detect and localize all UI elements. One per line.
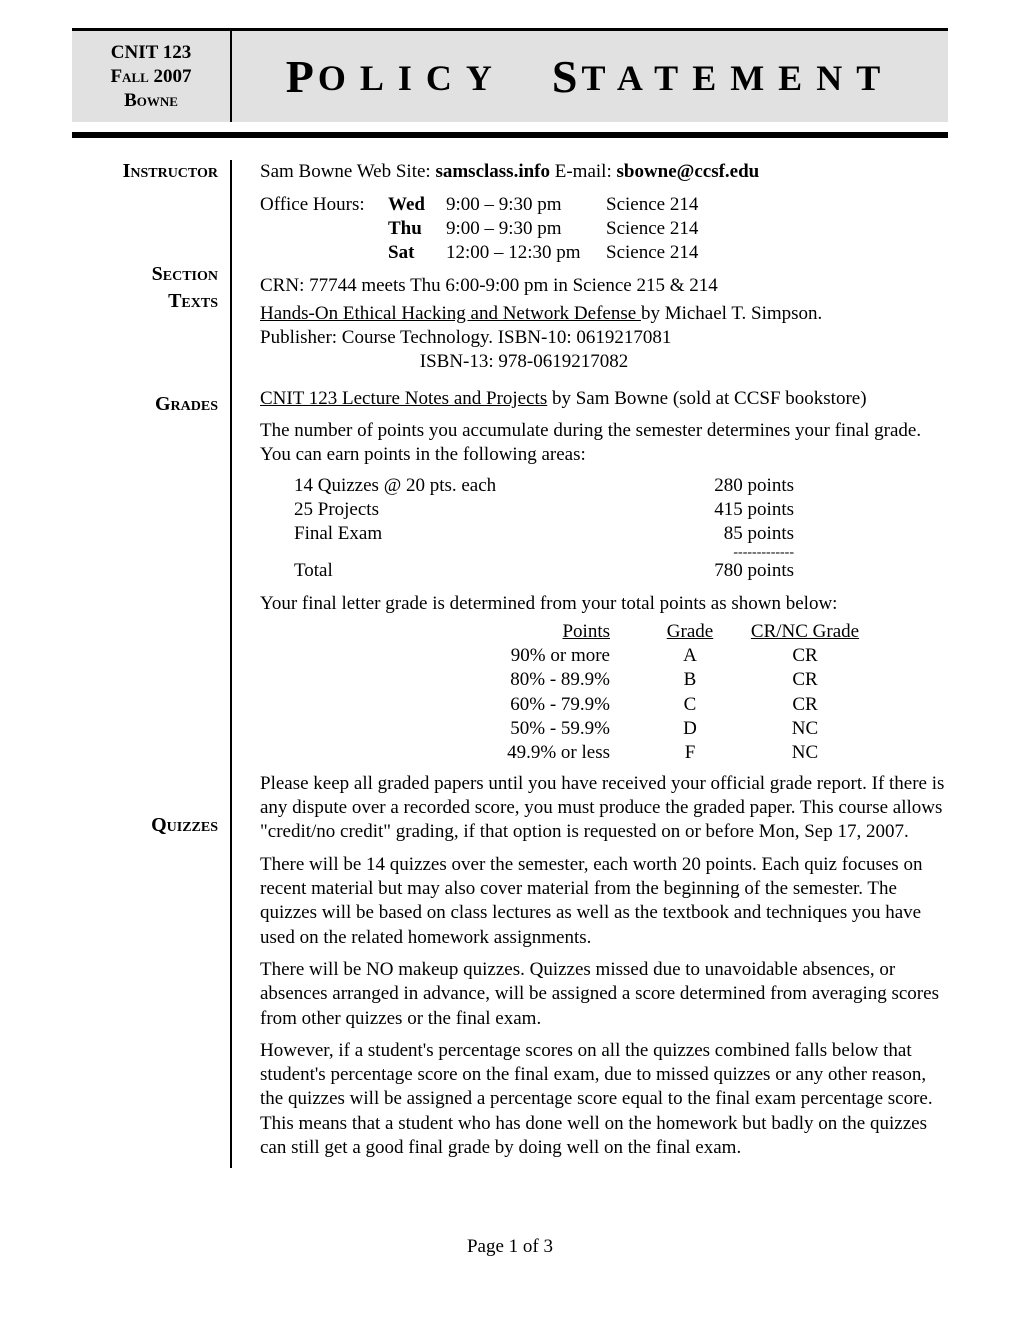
cell-points: 50% - 59.9% (450, 717, 640, 741)
cell-crnc: NC (740, 717, 870, 741)
instructor-email-prefix: E-mail: (550, 161, 616, 182)
grade-table: Points Grade CR/NC Grade 90% or more A C… (260, 620, 948, 766)
course-code: CNIT 123 (78, 41, 224, 65)
book2-title: CNIT 123 Lecture Notes and Projects (260, 388, 547, 409)
oh-room: Science 214 (606, 193, 698, 217)
pt-val: 415 points (694, 498, 794, 522)
office-hours-block: Office Hours: Wed 9:00 – 9:30 pm Science… (260, 193, 948, 266)
oh-day: Thu (388, 217, 446, 241)
cell-grade: A (640, 644, 740, 668)
office-hours-row: Office Hours: Wed 9:00 – 9:30 pm Science… (260, 193, 948, 217)
header-band: CNIT 123 Fall 2007 Bowne POLICY STATEMEN… (72, 31, 948, 122)
book2-by: by Sam Bowne (sold at CCSF bookstore) (547, 388, 866, 409)
col-crnc: CR/NC Grade (740, 620, 870, 644)
cell-grade: C (640, 693, 740, 717)
cell-points: 49.9% or less (450, 741, 640, 765)
pt-desc: Final Exam (294, 522, 694, 546)
pt-desc: 14 Quizzes @ 20 pts. each (294, 474, 694, 498)
table-row: 60% - 79.9% C CR (260, 693, 948, 717)
instructor-email: sbowne@ccsf.edu (616, 161, 759, 182)
table-row: Total 780 points (294, 559, 948, 583)
cell-crnc: NC (740, 741, 870, 765)
section-block: CRN: 77744 meets Thu 6:00-9:00 pm in Sci… (260, 274, 948, 298)
table-row: 50% - 59.9% D NC (260, 717, 948, 741)
title-cap-2: S (552, 51, 582, 102)
title-cap-1: P (286, 51, 318, 102)
label-quizzes: Quizzes (72, 814, 230, 837)
table-row: 49.9% or less F NC (260, 741, 948, 765)
oh-time: 12:00 – 12:30 pm (446, 241, 606, 265)
table-row: Final Exam 85 points (294, 522, 948, 546)
cell-grade: D (640, 717, 740, 741)
quizzes-p2: There will be NO makeup quizzes. Quizzes… (260, 958, 948, 1031)
pt-desc: Total (294, 559, 694, 583)
cell-points: 60% - 79.9% (450, 693, 640, 717)
grades-intro: The number of points you accumulate duri… (260, 419, 948, 468)
oh-time: 9:00 – 9:30 pm (446, 217, 606, 241)
table-row: 14 Quizzes @ 20 pts. each 280 points (294, 474, 948, 498)
book1-title: Hands-On Ethical Hacking and Network Def… (260, 303, 641, 324)
cell-grade: F (640, 741, 740, 765)
body-column: Sam Bowne Web Site: samsclass.info E-mai… (232, 160, 948, 1168)
letter-grade-intro: Your final letter grade is determined fr… (260, 592, 948, 616)
keep-papers: Please keep all graded papers until you … (260, 772, 948, 845)
instructor-text: Sam Bowne Web Site: (260, 161, 435, 182)
page: CNIT 123 Fall 2007 Bowne POLICY STATEMEN… (0, 0, 1020, 1320)
thick-rule (72, 132, 948, 138)
instructor-website: samsclass.info (435, 161, 550, 182)
label-instructor: Instructor (72, 160, 230, 183)
pt-val: 280 points (694, 474, 794, 498)
cell-crnc: CR (740, 693, 870, 717)
book1-pub: Publisher: Course Technology. ISBN-10: 0… (260, 327, 671, 348)
cell-crnc: CR (740, 644, 870, 668)
office-hours-row: Thu 9:00 – 9:30 pm Science 214 (260, 217, 948, 241)
oh-day: Wed (388, 193, 446, 217)
title-rest-2: TATEMENT (582, 58, 895, 98)
title-rest-1: OLICY (318, 58, 506, 98)
table-row: 25 Projects 415 points (294, 498, 948, 522)
instructor-last: Bowne (78, 89, 224, 113)
page-title: POLICY STATEMENT (286, 50, 894, 103)
office-hours-row: Sat 12:00 – 12:30 pm Science 214 (260, 241, 948, 265)
book1-isbn13: ISBN-13: 978-0619217082 (100, 350, 948, 374)
oh-day: Sat (388, 241, 446, 265)
oh-room: Science 214 (606, 217, 698, 241)
instructor-block: Sam Bowne Web Site: samsclass.info E-mai… (260, 160, 948, 184)
cell-points: 90% or more (450, 644, 640, 668)
cell-crnc: CR (740, 668, 870, 692)
table-header-row: Points Grade CR/NC Grade (260, 620, 948, 644)
quizzes-p1: There will be 14 quizzes over the semest… (260, 853, 948, 950)
points-table: 14 Quizzes @ 20 pts. each 280 points 25 … (294, 474, 948, 584)
points-divider: ------------- (694, 547, 794, 560)
oh-time: 9:00 – 9:30 pm (446, 193, 606, 217)
label-texts: Texts (72, 290, 230, 313)
col-grade: Grade (640, 620, 740, 644)
oh-room: Science 214 (606, 241, 698, 265)
cell-grade: B (640, 668, 740, 692)
label-grades: Grades (72, 393, 230, 416)
book1-by: by Michael T. Simpson. (641, 303, 822, 324)
label-section: Section (72, 263, 230, 286)
section-text: CRN: 77744 meets Thu 6:00-9:00 pm in Sci… (260, 275, 718, 296)
texts-block-2: CNIT 123 Lecture Notes and Projects by S… (260, 387, 948, 411)
pt-desc: 25 Projects (294, 498, 694, 522)
col-points: Points (450, 620, 640, 644)
cell-points: 80% - 89.9% (450, 668, 640, 692)
texts-block-1: Hands-On Ethical Hacking and Network Def… (260, 302, 948, 375)
label-column: Instructor Section Texts Grades Quizzes (72, 160, 232, 1168)
office-hours-label: Office Hours: (260, 193, 388, 217)
content: Instructor Section Texts Grades Quizzes … (72, 160, 948, 1168)
page-number: Page 1 of 3 (0, 1236, 1020, 1258)
table-row: 80% - 89.9% B CR (260, 668, 948, 692)
term: Fall 2007 (78, 65, 224, 89)
header-left: CNIT 123 Fall 2007 Bowne (72, 31, 232, 122)
pt-val: 85 points (694, 522, 794, 546)
pt-val: 780 points (694, 559, 794, 583)
header-right: POLICY STATEMENT (232, 31, 948, 122)
table-row: 90% or more A CR (260, 644, 948, 668)
quizzes-p3: However, if a student's percentage score… (260, 1039, 948, 1161)
